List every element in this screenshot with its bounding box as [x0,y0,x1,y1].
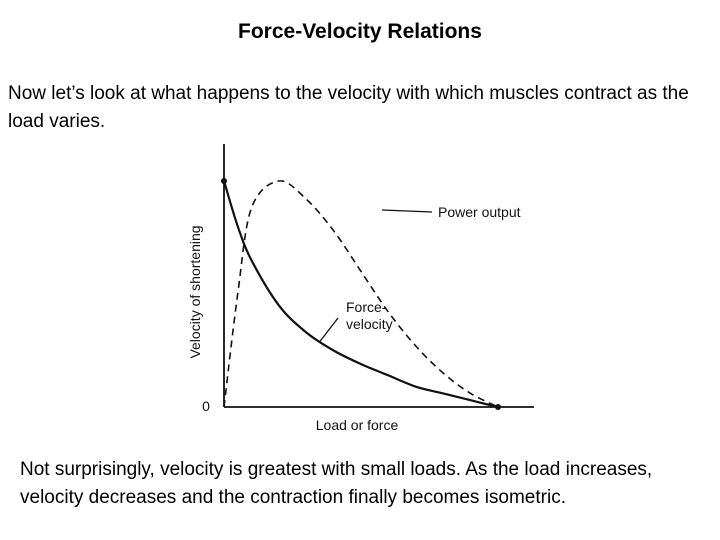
force-velocity-label-line: Force- [346,299,387,315]
chart-labels: Power output Force-velocity Load or force V… [187,204,521,433]
force-velocity-leader [319,317,339,342]
force-velocity-label-line: velocity [346,316,393,332]
x-axis-label: Load or force [316,417,399,433]
chart-curves [221,178,501,410]
y-axis-label: Velocity of shortening [187,225,203,358]
power-output-leader [381,209,433,213]
power-output-curve [223,180,499,408]
origin-label: 0 [202,398,210,414]
chart-axes [223,144,534,408]
power-output-label: Power output [438,204,521,220]
slide-title: Force-Velocity Relations [238,20,482,43]
conclusion-text: Not surprisingly, velocity is greatest w… [20,459,653,508]
vmax-point [221,178,227,184]
intro-text: Now let’s look at what happens to the ve… [8,83,689,132]
isometric-point [495,404,501,410]
force-velocity-curve [222,180,499,409]
force-velocity-label: Force-velocity [346,299,393,332]
